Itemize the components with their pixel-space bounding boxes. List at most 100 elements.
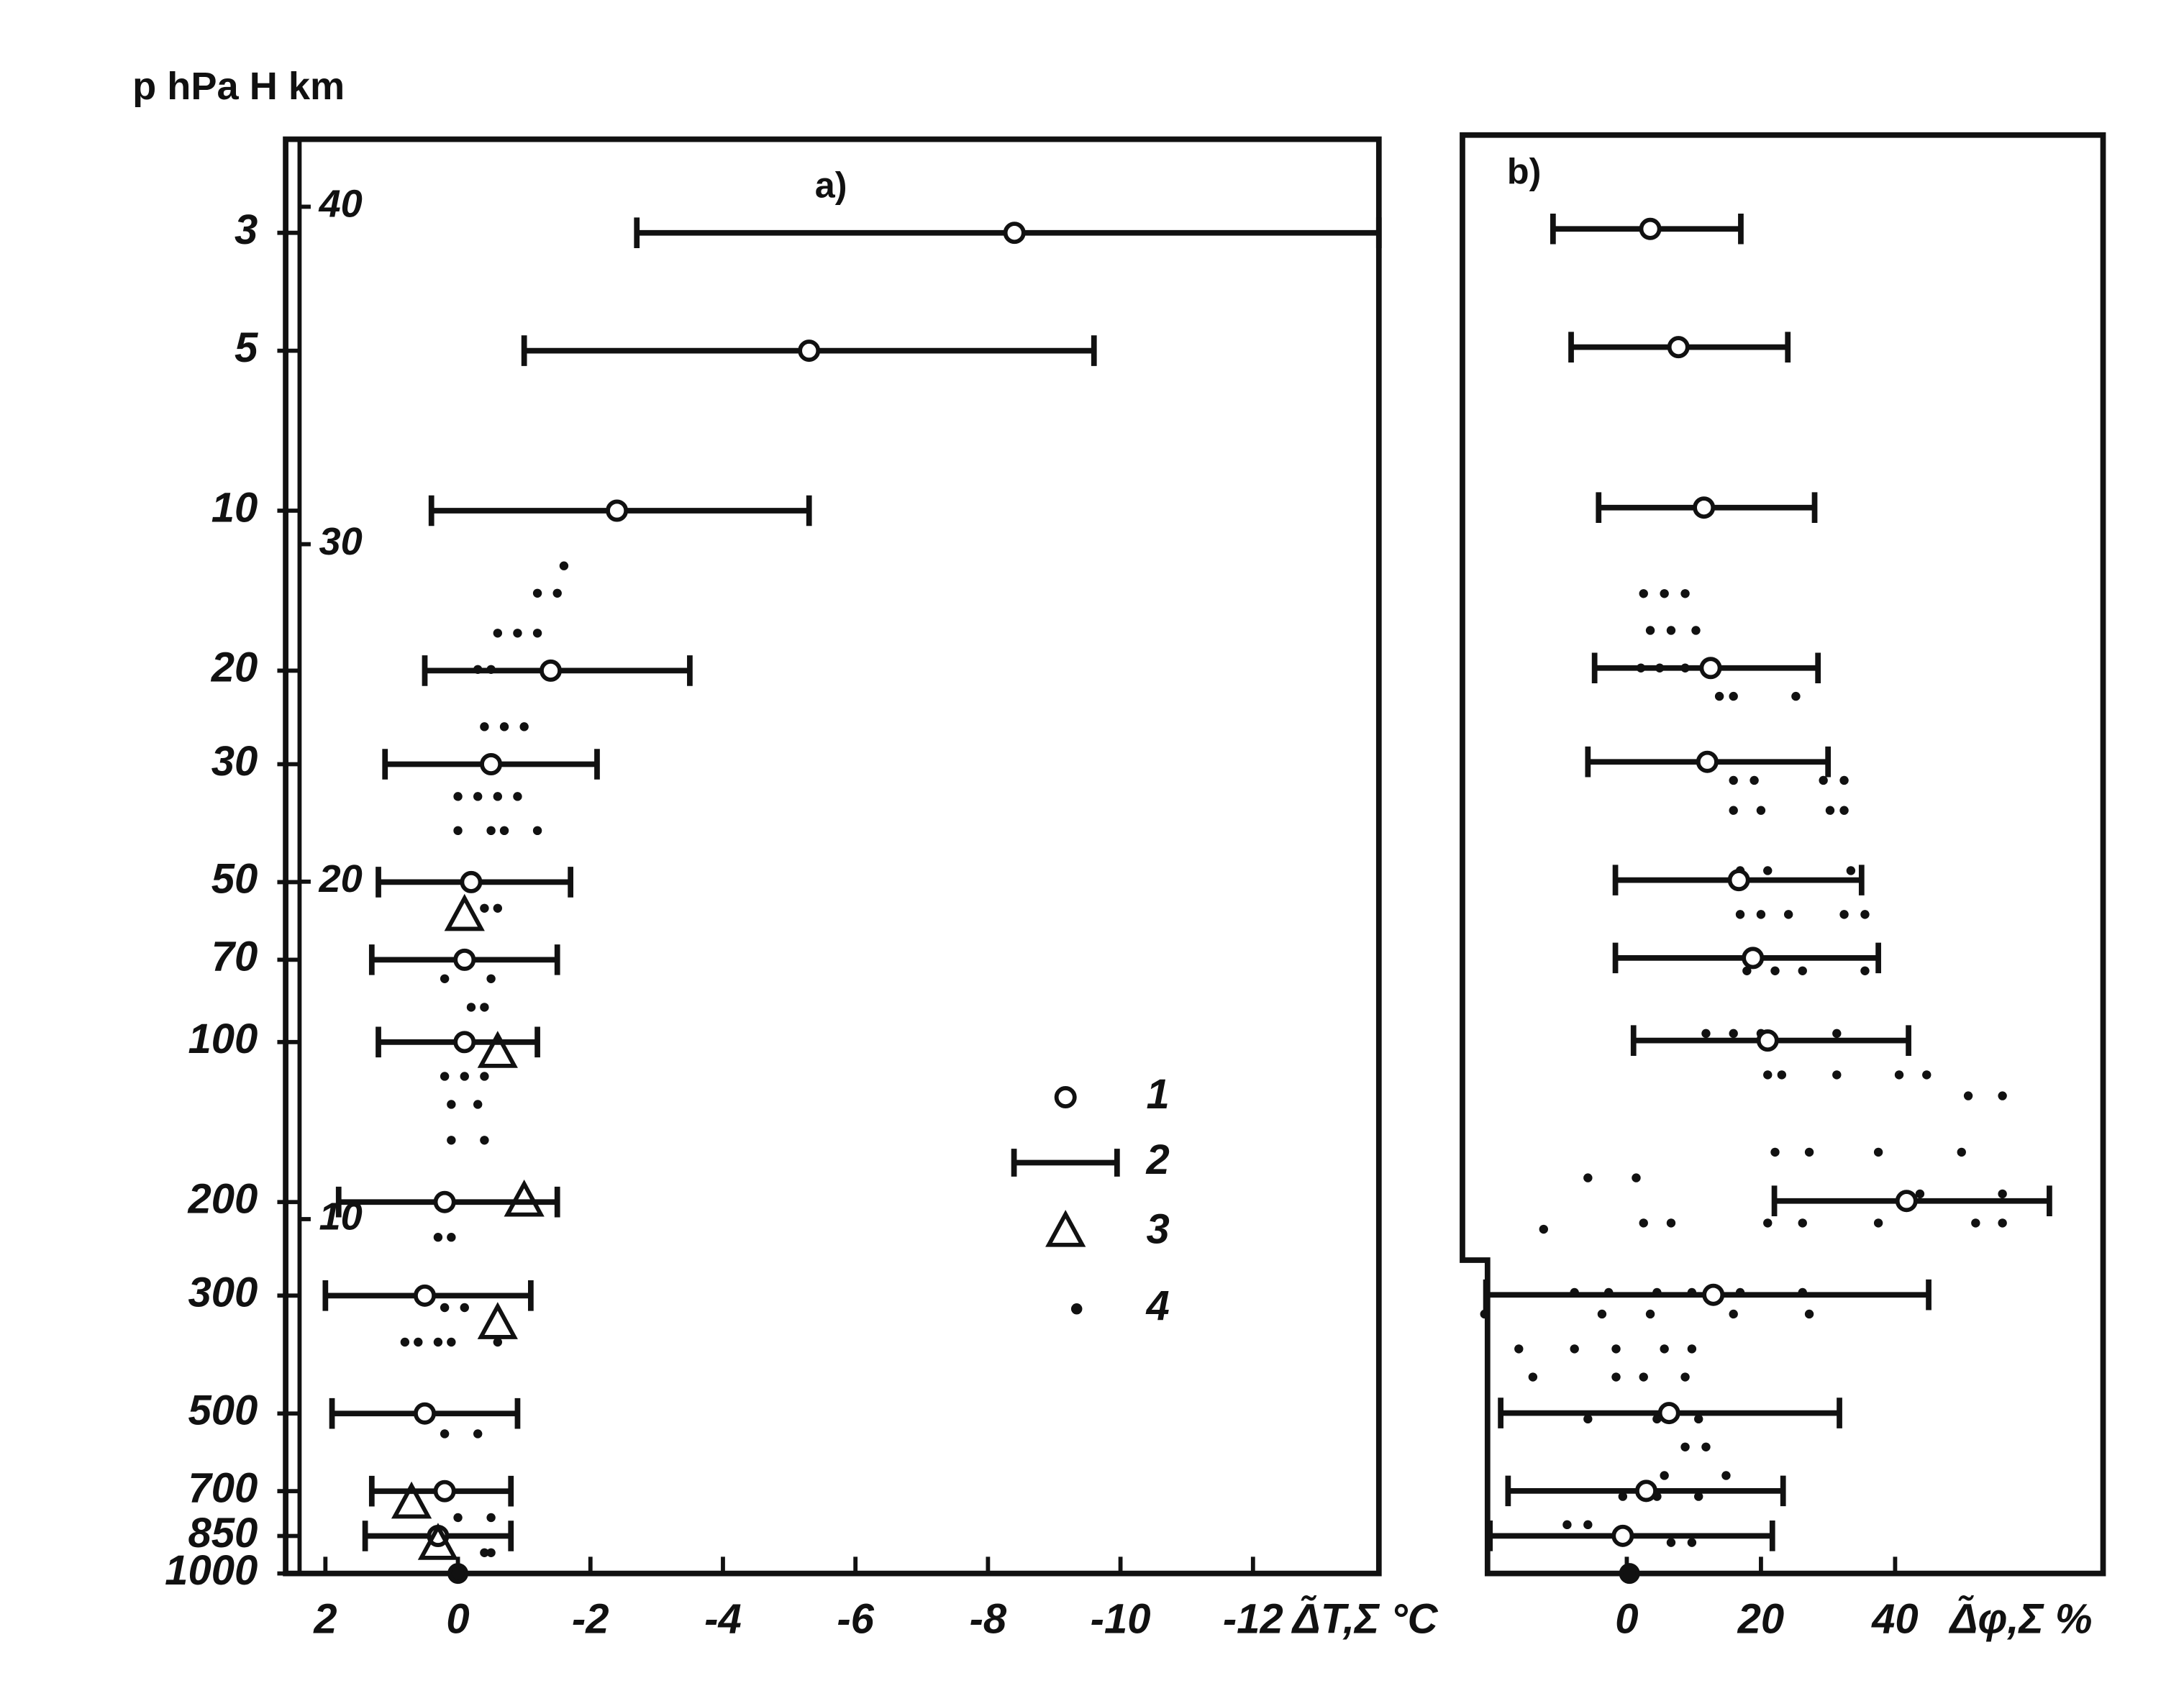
x-tick-label: -6	[837, 1596, 874, 1643]
mean-marker	[1693, 496, 1716, 519]
dot	[1756, 806, 1766, 815]
x-tick-label: -12	[1223, 1596, 1283, 1643]
y-tick-label: 10	[211, 484, 258, 531]
dot	[493, 1337, 503, 1347]
y-tick-label: 200	[187, 1176, 258, 1223]
y-tick-label: 300	[188, 1269, 258, 1316]
legend-symbol	[1070, 1303, 1083, 1315]
legend-label: 3	[1147, 1206, 1170, 1253]
mean-marker	[1639, 217, 1662, 240]
dot	[1998, 1218, 2007, 1228]
legend-label: 2	[1146, 1136, 1170, 1183]
dot	[1570, 1344, 1579, 1354]
x-tick-label: -4	[704, 1596, 742, 1643]
dot	[440, 1303, 450, 1313]
y2-tick-label: 40	[319, 183, 363, 226]
dot	[1873, 1147, 1883, 1157]
dot	[1721, 1471, 1731, 1480]
dot	[493, 903, 503, 913]
dot	[453, 792, 463, 801]
dot	[473, 792, 483, 801]
dot	[400, 1337, 410, 1347]
dot	[493, 629, 503, 638]
triangle-marker	[444, 893, 485, 931]
y-tick-label: 30	[211, 738, 258, 785]
dot	[1798, 966, 1807, 975]
dot	[447, 1233, 456, 1242]
dot	[1645, 626, 1655, 635]
dot	[1735, 910, 1745, 919]
dot	[1804, 1309, 1814, 1319]
dot	[532, 588, 542, 598]
y-tick-label: 5	[235, 324, 258, 371]
y2-tick-label: 20	[319, 857, 363, 901]
mean-marker	[1657, 1402, 1680, 1425]
y-axis-label: p hPa H km	[132, 65, 345, 108]
y-tick-label: 3	[235, 206, 258, 253]
dot	[1860, 966, 1870, 975]
dot	[480, 1548, 489, 1557]
dot	[1632, 1173, 1641, 1182]
dot	[513, 792, 522, 801]
dot	[1846, 866, 1856, 875]
dot	[1694, 1414, 1703, 1424]
dot	[460, 1072, 469, 1081]
dot	[1687, 1344, 1697, 1354]
dot	[1729, 691, 1738, 701]
dot	[1701, 1029, 1711, 1039]
dot	[480, 1136, 489, 1145]
dot	[1639, 589, 1648, 598]
mean-marker	[414, 1284, 436, 1307]
dot	[1756, 910, 1766, 919]
mean-marker	[1895, 1190, 1918, 1213]
dot	[433, 1337, 443, 1347]
dot	[1729, 1029, 1738, 1039]
dot	[1639, 1372, 1648, 1382]
dot	[1680, 589, 1690, 598]
legend-label: 4	[1146, 1282, 1170, 1329]
dot	[1680, 1442, 1690, 1451]
dot	[1832, 1029, 1842, 1039]
dot	[473, 1429, 483, 1439]
mean-marker	[1619, 1563, 1640, 1585]
dot	[486, 826, 496, 836]
dot	[1819, 775, 1828, 785]
dot	[1742, 966, 1752, 975]
dot	[1763, 1070, 1773, 1080]
dot	[1963, 1091, 1973, 1100]
dot	[1660, 589, 1669, 598]
dot	[1839, 775, 1849, 785]
y-tick-label: 700	[188, 1465, 258, 1512]
dot	[1873, 1218, 1883, 1228]
mean-marker	[1756, 1029, 1779, 1052]
dot	[1639, 1218, 1648, 1228]
dot	[1562, 1520, 1572, 1530]
x-tick-label: -2	[572, 1596, 609, 1643]
mean-marker	[414, 1402, 436, 1425]
dot	[1691, 626, 1701, 635]
dot	[1839, 910, 1849, 919]
dot	[447, 1136, 456, 1145]
mean-marker	[447, 1563, 469, 1585]
x-tick-label: 0	[1615, 1596, 1638, 1643]
y-tick-label: 1000	[165, 1547, 258, 1594]
dot	[1714, 691, 1724, 701]
dot	[1583, 1173, 1593, 1182]
dot	[440, 974, 450, 983]
mean-marker	[606, 499, 629, 522]
y-tick-label: 850	[188, 1510, 258, 1556]
mean-marker	[1611, 1524, 1634, 1547]
mean-marker	[460, 870, 483, 893]
dot	[480, 903, 489, 913]
dot	[486, 1513, 496, 1523]
dot	[447, 1337, 456, 1347]
dot	[1611, 1372, 1621, 1382]
dot	[1583, 1520, 1593, 1530]
dot	[532, 629, 542, 638]
mean-marker	[1667, 336, 1690, 359]
dot	[1701, 1442, 1711, 1451]
dot	[1791, 691, 1801, 701]
dot	[1763, 1218, 1773, 1228]
